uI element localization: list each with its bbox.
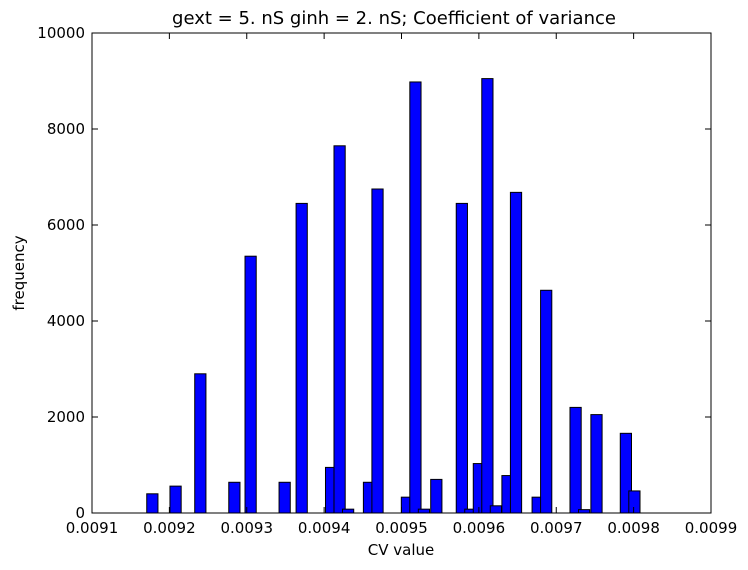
histogram-bar	[455, 202, 468, 514]
y-tick-label: 6000	[47, 216, 85, 234]
chart-title: gext = 5. nS ginh = 2. nS; Coefficient o…	[172, 8, 616, 29]
histogram-bar	[146, 493, 159, 514]
histogram-bar	[342, 508, 355, 514]
histogram-bar	[278, 481, 291, 514]
histogram-bar	[590, 414, 603, 514]
histogram-bar	[540, 289, 553, 514]
x-tick-label: 0.0092	[143, 519, 196, 537]
y-tick-label: 2000	[47, 408, 85, 426]
histogram-bar	[333, 145, 346, 514]
y-tick-label: 4000	[47, 312, 85, 330]
x-tick-label: 0.0094	[298, 519, 351, 537]
y-axis-ticks: 0 2000 4000 6000 8000 10000	[37, 24, 711, 522]
histogram-bar	[409, 81, 422, 514]
y-axis-label: frequency	[10, 235, 28, 310]
x-tick-label: 0.0099	[685, 519, 738, 537]
histogram-bar	[169, 485, 182, 514]
histogram-bar	[569, 406, 582, 514]
histogram-bar	[430, 478, 443, 514]
histogram-bar	[244, 255, 257, 514]
y-tick-label: 10000	[37, 24, 85, 42]
plot-frame	[91, 32, 712, 514]
histogram-bar	[481, 78, 494, 514]
x-axis-label: CV value	[368, 541, 434, 559]
histogram-bar	[509, 191, 523, 514]
x-tick-label: 0.0093	[221, 519, 274, 537]
x-tick-label: 0.0098	[607, 519, 660, 537]
histogram-bar	[371, 188, 384, 514]
x-tick-label: 0.0097	[530, 519, 583, 537]
x-axis-ticks: 0.0091 0.0092 0.0093 0.0094 0.0095 0.0096 0.00…	[66, 33, 738, 537]
y-tick-label: 0	[75, 504, 85, 522]
x-tick-label: 0.0091	[66, 519, 119, 537]
histogram-bar	[228, 481, 241, 514]
bars-group	[146, 78, 641, 514]
histogram-bar	[628, 490, 641, 514]
y-tick-label: 8000	[47, 120, 85, 138]
histogram-bar	[578, 509, 591, 514]
x-tick-label: 0.0095	[375, 519, 428, 537]
histogram-bar	[194, 373, 207, 514]
histogram-bar	[417, 508, 431, 514]
x-tick-label: 0.0096	[453, 519, 506, 537]
histogram-bar	[295, 202, 308, 514]
histogram-bar	[489, 505, 503, 514]
